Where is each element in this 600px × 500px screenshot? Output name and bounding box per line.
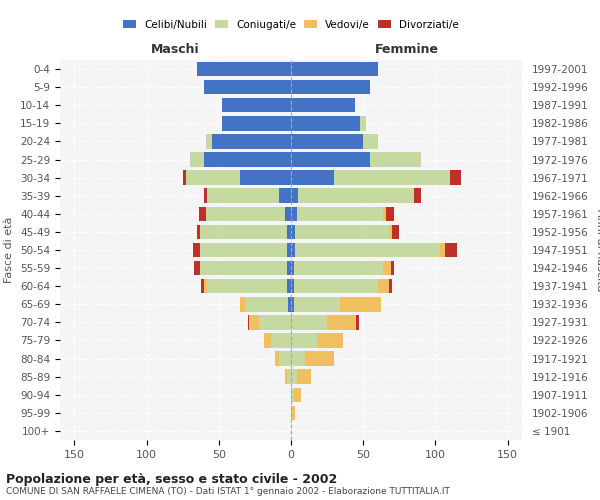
Bar (370, 152, 421, 167)
Bar (205, 279, 207, 293)
Bar (383, 206, 386, 221)
Bar (288, 297, 291, 312)
Bar (205, 188, 207, 203)
Bar (291, 134, 363, 148)
Bar (259, 315, 291, 330)
Bar (271, 333, 291, 347)
Bar (205, 80, 291, 94)
Bar (183, 170, 185, 185)
Bar (291, 80, 370, 94)
Bar (392, 224, 399, 239)
Bar (389, 224, 392, 239)
Bar (287, 224, 291, 239)
Bar (377, 279, 389, 293)
Bar (291, 170, 334, 185)
Bar (287, 279, 291, 293)
Bar (207, 188, 280, 203)
Bar (222, 98, 291, 112)
Bar (291, 98, 355, 112)
Bar (200, 243, 287, 257)
Bar (212, 134, 291, 148)
Bar (291, 243, 295, 257)
Bar (200, 224, 287, 239)
Bar (414, 188, 421, 203)
Y-axis label: Fasce di età: Fasce di età (4, 217, 14, 283)
Bar (190, 152, 205, 167)
Bar (360, 116, 366, 130)
Bar (291, 333, 317, 347)
Bar (450, 170, 461, 185)
Bar (245, 297, 288, 312)
Bar (197, 224, 200, 239)
Bar (193, 243, 200, 257)
Bar (356, 315, 359, 330)
Bar (386, 206, 394, 221)
Bar (363, 134, 377, 148)
Bar (291, 279, 294, 293)
Bar (241, 297, 245, 312)
Bar (295, 243, 440, 257)
Bar (340, 297, 380, 312)
Text: Femmine: Femmine (374, 44, 439, 57)
Bar (263, 333, 271, 347)
Bar (280, 188, 291, 203)
Bar (291, 352, 305, 366)
Bar (445, 243, 457, 257)
Bar (207, 279, 287, 293)
Bar (291, 188, 298, 203)
Text: Maschi: Maschi (151, 44, 200, 57)
Bar (291, 206, 297, 221)
Text: COMUNE DI SAN RAFFAELE CIMENA (TO) - Dati ISTAT 1° gennaio 2002 - Elaborazione T: COMUNE DI SAN RAFFAELE CIMENA (TO) - Dat… (6, 488, 450, 496)
Bar (440, 243, 445, 257)
Bar (383, 261, 391, 276)
Bar (241, 170, 291, 185)
Bar (291, 406, 295, 420)
Bar (291, 152, 370, 167)
Bar (391, 261, 394, 276)
Bar (287, 370, 291, 384)
Bar (280, 352, 291, 366)
Bar (291, 370, 297, 384)
Bar (199, 206, 206, 221)
Bar (197, 62, 291, 76)
Legend: Celibi/Nubili, Coniugati/e, Vedovi/e, Divorziati/e: Celibi/Nubili, Coniugati/e, Vedovi/e, Di… (119, 16, 463, 34)
Bar (275, 352, 280, 366)
Bar (389, 279, 392, 293)
Bar (294, 261, 383, 276)
Bar (294, 388, 301, 402)
Bar (287, 261, 291, 276)
Bar (287, 243, 291, 257)
Bar (205, 152, 291, 167)
Bar (291, 315, 327, 330)
Bar (294, 297, 340, 312)
Bar (327, 315, 356, 330)
Bar (294, 279, 377, 293)
Bar (305, 352, 334, 366)
Bar (194, 261, 200, 276)
Bar (334, 170, 450, 185)
Bar (291, 261, 294, 276)
Bar (248, 315, 249, 330)
Bar (291, 388, 294, 402)
Text: Popolazione per età, sesso e stato civile - 2002: Popolazione per età, sesso e stato civil… (6, 472, 337, 486)
Bar (291, 224, 295, 239)
Bar (285, 370, 287, 384)
Bar (291, 62, 377, 76)
Bar (291, 297, 294, 312)
Bar (298, 188, 414, 203)
Bar (295, 224, 389, 239)
Y-axis label: Anni di nascita: Anni di nascita (595, 209, 600, 291)
Bar (317, 333, 343, 347)
Bar (206, 134, 212, 148)
Bar (200, 261, 287, 276)
Bar (297, 370, 311, 384)
Bar (249, 315, 259, 330)
Bar (222, 116, 291, 130)
Bar (285, 206, 291, 221)
Bar (297, 206, 383, 221)
Bar (202, 279, 205, 293)
Bar (206, 206, 285, 221)
Bar (185, 170, 241, 185)
Bar (291, 116, 360, 130)
